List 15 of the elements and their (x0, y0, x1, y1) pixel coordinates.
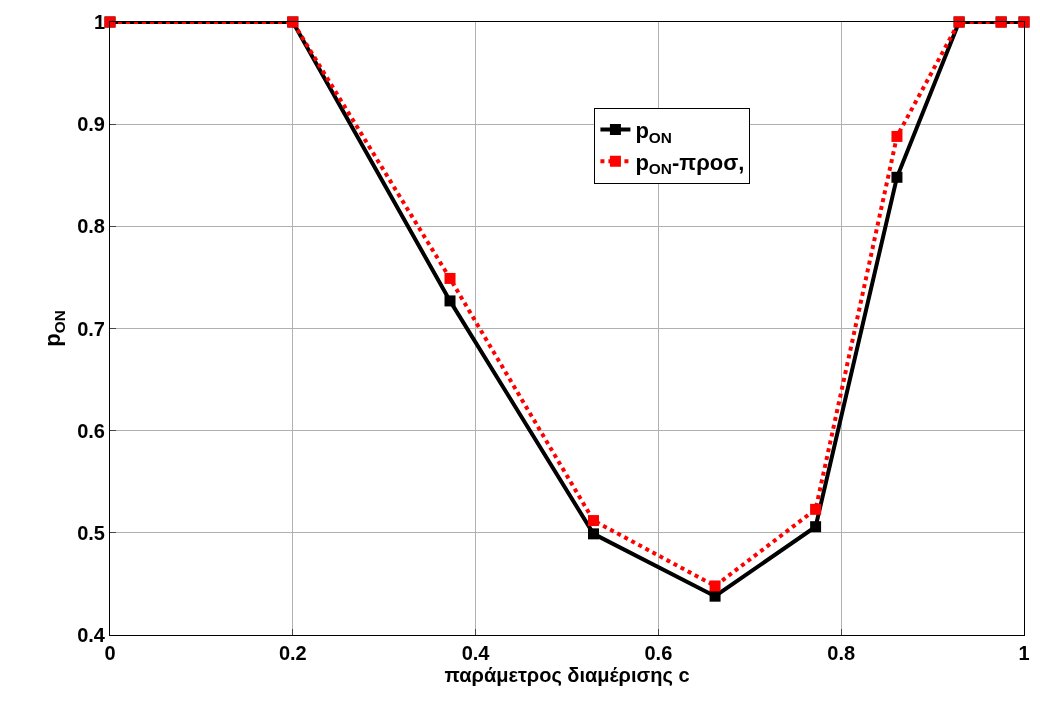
y-tick-label: 0.5 (77, 521, 105, 544)
y-tick-label: 0.7 (77, 317, 105, 340)
x-axis-title: παράμετρος διαμέρισης c (444, 664, 690, 686)
x-tick-label: 1 (1018, 642, 1030, 664)
x-tick-label: 0.6 (644, 642, 673, 664)
x-tick-label: 0.2 (278, 642, 307, 664)
y-tick-label: 0.4 (77, 624, 106, 646)
y-tick-label: 0.9 (77, 113, 105, 136)
x-tick-label: 0.8 (827, 642, 856, 664)
legend-label: p$_{ON}$ (635, 118, 672, 146)
x-tick-label: 0 (104, 642, 116, 664)
y-tick-label: 0.6 (77, 419, 105, 442)
y-tick-label: 0.8 (77, 215, 105, 238)
x-tick-label: 0.4 (461, 642, 491, 664)
legend-label: p$_{ON}$-προσ, (635, 149, 745, 178)
